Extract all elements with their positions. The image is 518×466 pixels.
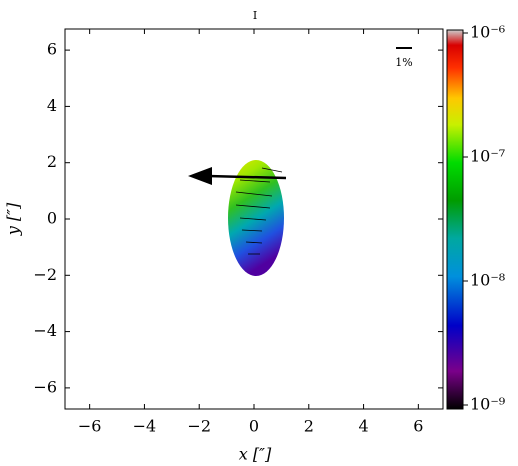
x-tick-label: 0 [249,417,259,436]
y-tick-label: −4 [33,321,57,340]
colorbar-tick-label: 10⁻⁷ [470,147,505,166]
scale-bar-label: 1% [395,56,412,69]
x-tick-label: −6 [78,417,102,436]
y-tick-label: 0 [47,209,57,228]
colorbar-tick-label: 10⁻⁶ [470,23,505,42]
polarization-vectors [235,167,283,255]
colorbar-tick-label: 10⁻⁸ [470,271,505,290]
x-tick-label: −2 [187,417,211,436]
colorbar [446,29,464,410]
chart-title: I [253,9,257,22]
x-tick-label: −4 [133,417,157,436]
y-tick-label: 6 [47,40,57,59]
x-tick-label: 6 [413,417,423,436]
y-tick-label: 2 [47,152,57,171]
y-tick-label: −6 [33,377,57,396]
arrow [188,167,287,185]
colorbar-tick-label: 10⁻⁹ [470,395,506,414]
intensity-map [228,160,284,276]
x-tick-label: 4 [358,417,368,436]
y-tick-label: 4 [47,96,57,115]
x-tick-label: 2 [304,417,314,436]
y-tick-label: −2 [33,265,57,284]
x-axis-label: x [″] [239,445,272,464]
y-axis-label: y [″] [4,202,23,236]
